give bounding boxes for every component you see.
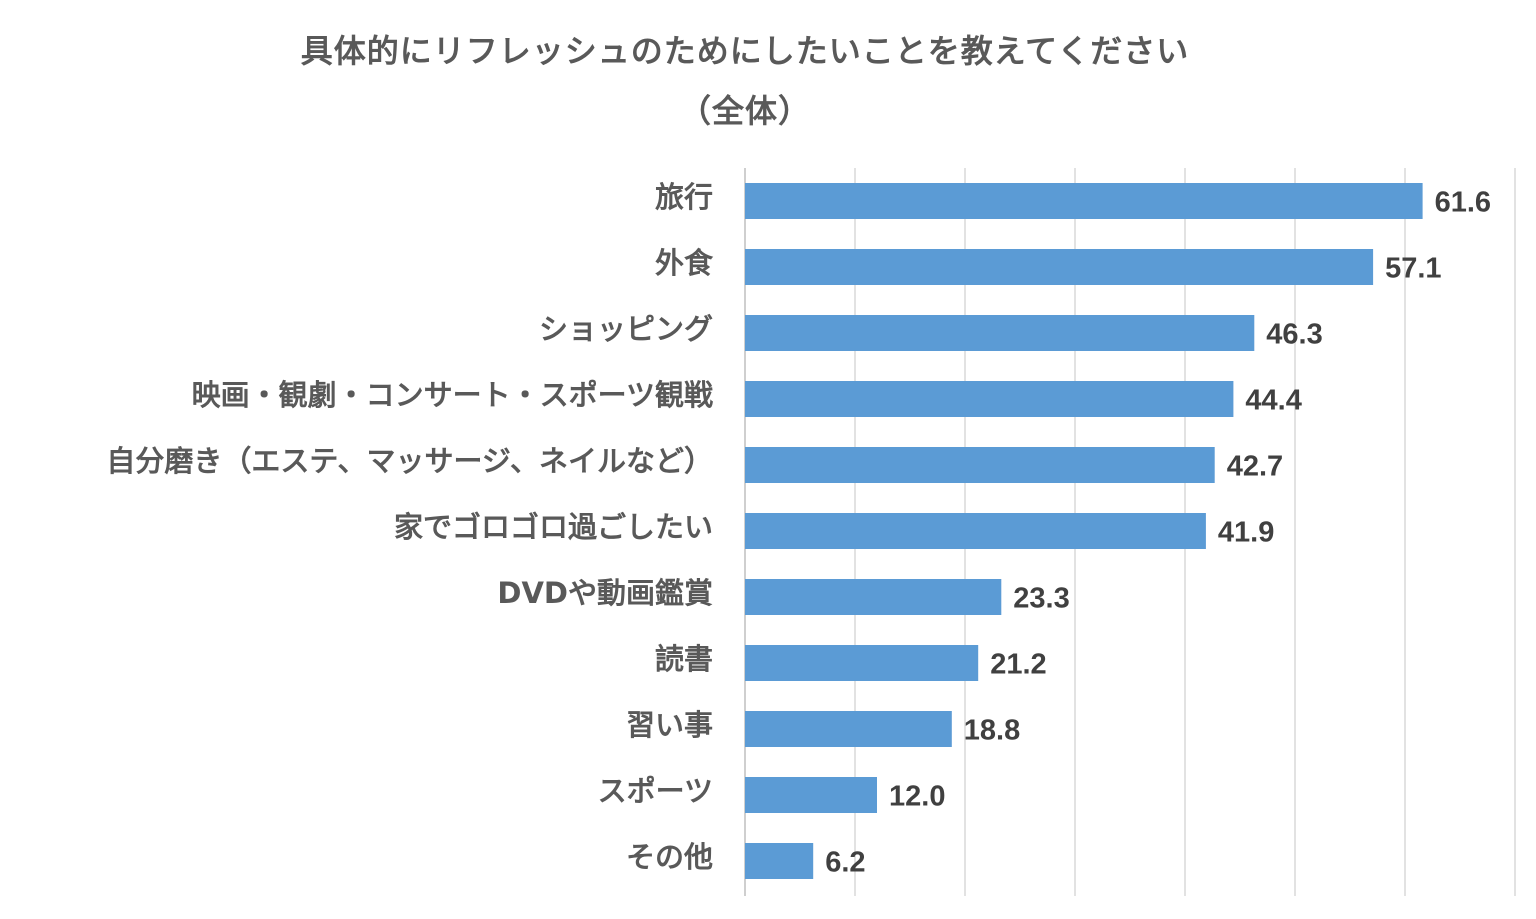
bar — [745, 447, 1215, 483]
value-label: 41.9 — [1218, 517, 1274, 549]
value-label: 57.1 — [1385, 253, 1441, 285]
bar — [745, 579, 1002, 615]
bar — [745, 777, 877, 813]
value-label: 23.3 — [1013, 583, 1069, 615]
value-label: 18.8 — [964, 715, 1020, 747]
bar — [745, 711, 952, 747]
value-label: 61.6 — [1435, 187, 1491, 219]
bar — [745, 513, 1206, 549]
value-label: 21.2 — [990, 649, 1046, 681]
bar — [745, 843, 814, 879]
category-label: DVDや動画鑑賞 — [497, 576, 713, 610]
category-label: 自分磨き（エステ、マッサージ、ネイルなど） — [106, 444, 713, 478]
category-label: 読書 — [655, 642, 713, 676]
category-label: ショッピング — [539, 312, 713, 346]
category-label: その他 — [626, 840, 713, 874]
category-label: 習い事 — [626, 708, 713, 742]
bar — [745, 315, 1255, 351]
category-label: 旅行 — [655, 180, 713, 214]
category-label: 映画・観劇・コンサート・スポーツ観戦 — [192, 378, 713, 412]
bars — [745, 183, 1423, 879]
value-label: 12.0 — [889, 781, 945, 813]
value-label: 6.2 — [825, 847, 865, 879]
bar — [745, 381, 1234, 417]
labels: 旅行 61.6 外食 57.1 ショッピング 46.3 映画・観劇・コンサート・スポーツ観戦… — [106, 180, 1491, 879]
value-label: 42.7 — [1227, 451, 1283, 483]
value-label: 46.3 — [1266, 319, 1322, 351]
chart-subtitle: （全体） — [678, 92, 811, 130]
bar — [745, 249, 1374, 285]
bar — [745, 183, 1423, 219]
category-label: 外食 — [655, 246, 714, 280]
category-label: スポーツ — [598, 774, 713, 808]
value-label: 44.4 — [1245, 385, 1301, 417]
bar — [745, 645, 979, 681]
category-label: 家でゴロゴロ過ごしたい — [394, 510, 713, 544]
chart-title: 具体的にリフレッシュのためにしたいことを教えてください — [300, 32, 1190, 70]
